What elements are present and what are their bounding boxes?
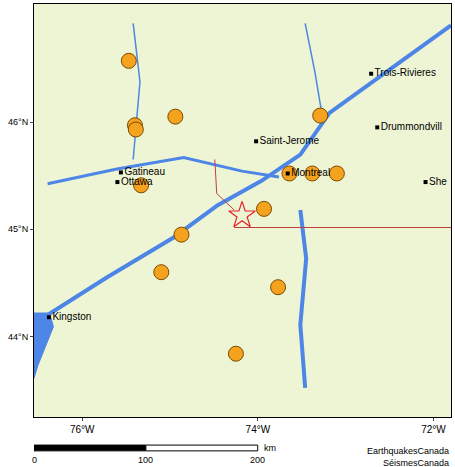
svg-text:74°W: 74°W — [246, 424, 271, 435]
svg-text:72°W: 72°W — [421, 424, 446, 435]
svg-text:Montreal: Montreal — [291, 167, 330, 178]
svg-text:She: She — [429, 176, 447, 187]
svg-text:SéismesCanada: SéismesCanada — [383, 458, 449, 467]
svg-text:EarthquakesCanada: EarthquakesCanada — [367, 446, 449, 456]
svg-text:Trois-Rivieres: Trois-Rivieres — [375, 67, 436, 78]
svg-text:44°N: 44°N — [8, 332, 28, 342]
svg-text:Saint-Jerome: Saint-Jerome — [260, 135, 320, 146]
svg-text:200: 200 — [250, 455, 265, 465]
svg-text:0: 0 — [32, 455, 37, 465]
svg-text:46°N: 46°N — [8, 117, 28, 127]
svg-text:76°W: 76°W — [70, 424, 95, 435]
svg-text:100: 100 — [138, 455, 153, 465]
svg-text:45°N: 45°N — [8, 224, 28, 234]
svg-text:Ottawa: Ottawa — [121, 176, 153, 187]
svg-text:Kingston: Kingston — [52, 311, 91, 322]
svg-text:km: km — [264, 443, 276, 453]
svg-text:Gatineau: Gatineau — [124, 166, 165, 177]
svg-text:Drummondvill: Drummondvill — [381, 121, 442, 132]
